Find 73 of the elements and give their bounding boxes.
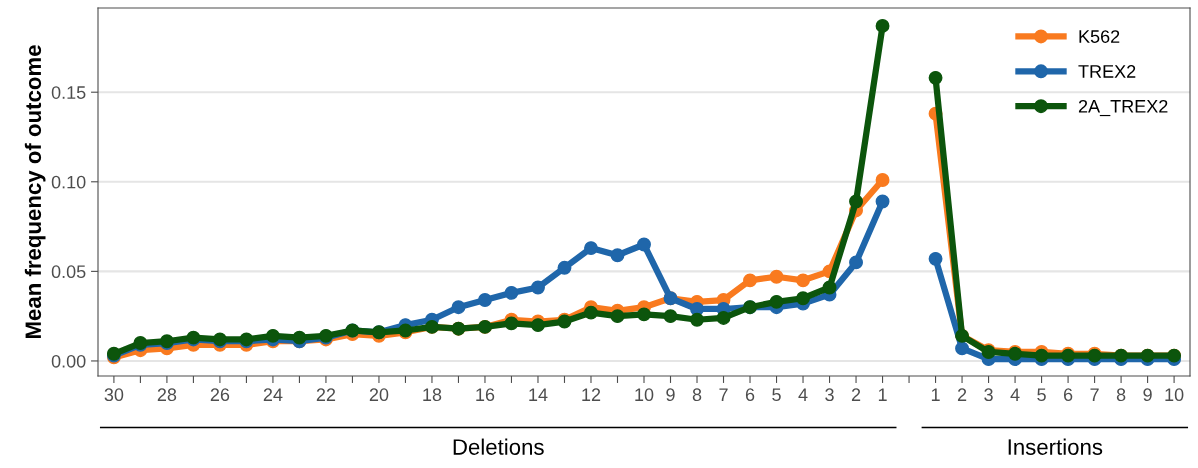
x-tick-label: 7: [1090, 388, 1099, 401]
point: [531, 280, 545, 295]
x-tick-label: 5: [1037, 388, 1046, 402]
x-tick-label: 10: [635, 388, 654, 402]
point: [610, 248, 625, 263]
point: [875, 18, 890, 33]
x-tick-label: 9: [666, 388, 675, 402]
point: [663, 309, 678, 324]
point: [875, 194, 890, 209]
x-tick-label: 1: [931, 388, 940, 401]
x-tick-label: 30: [104, 388, 124, 402]
legend-label: K562: [1079, 30, 1120, 43]
point: [637, 237, 651, 252]
legend-label: TREX2: [1078, 65, 1136, 78]
y-tick-label: 0.05: [51, 265, 86, 279]
point: [769, 294, 784, 309]
point: [849, 255, 863, 270]
point: [584, 305, 598, 320]
point: [265, 328, 280, 343]
x-tick-label: 6: [745, 388, 755, 402]
point: [1034, 348, 1049, 363]
x-tick-label: 9: [1143, 388, 1152, 402]
x-tick-label: 26: [210, 388, 230, 402]
point: [955, 341, 970, 356]
y-tick-label: 0.15: [51, 86, 86, 99]
x-tick-label: 6: [1063, 388, 1073, 402]
point: [796, 291, 810, 306]
point: [531, 318, 545, 333]
point: [928, 251, 943, 266]
x-tick-label: 3: [984, 388, 993, 402]
point: [610, 309, 625, 324]
point: [557, 260, 572, 275]
x-tick-label: 8: [692, 388, 702, 402]
x-tick-label: 28: [157, 388, 177, 402]
x-tick-label: 16: [476, 388, 495, 402]
x-tick-label: 1: [878, 388, 887, 401]
x-tick-label: 24: [263, 388, 283, 401]
point: [504, 285, 519, 300]
x-tick-label: 14: [529, 388, 548, 401]
point: [637, 307, 651, 322]
x-tick-label: 20: [369, 388, 389, 402]
x-tick-label: 12: [582, 388, 601, 401]
point: [504, 316, 519, 331]
point: [478, 293, 492, 307]
x-tick-label: 5: [772, 388, 781, 402]
point: [743, 273, 757, 288]
y-tick-label: 0.10: [51, 175, 86, 189]
x-tick-label: 18: [423, 388, 442, 402]
x-tick-label: 3: [825, 388, 834, 402]
point: [769, 269, 784, 284]
point: [875, 173, 890, 187]
y-tick-label: 0.00: [51, 354, 86, 368]
point: [690, 312, 704, 327]
legend-label: 2A_TREX2: [1078, 99, 1168, 117]
x-tick-label: 10: [1165, 388, 1184, 402]
x-tick-label: 4: [798, 388, 808, 401]
x-tick-label: 22: [316, 388, 336, 401]
text: Deletions: [453, 438, 544, 455]
x-tick-label: 2: [957, 388, 967, 401]
x-tick-label: 7: [719, 388, 728, 401]
point: [928, 70, 943, 85]
point: [716, 311, 731, 325]
x-tick-label: 2: [851, 388, 861, 401]
point: [849, 194, 863, 209]
point: [292, 330, 307, 345]
point: [822, 280, 837, 295]
y-axis-title: Mean frequency of outcome: [24, 45, 46, 339]
point: [451, 300, 466, 315]
point: [584, 241, 598, 256]
x-tick-label: 4: [1010, 388, 1020, 401]
x-tick-label: 8: [1116, 388, 1126, 402]
text: Insertions: [1008, 438, 1103, 455]
point: [796, 273, 810, 288]
